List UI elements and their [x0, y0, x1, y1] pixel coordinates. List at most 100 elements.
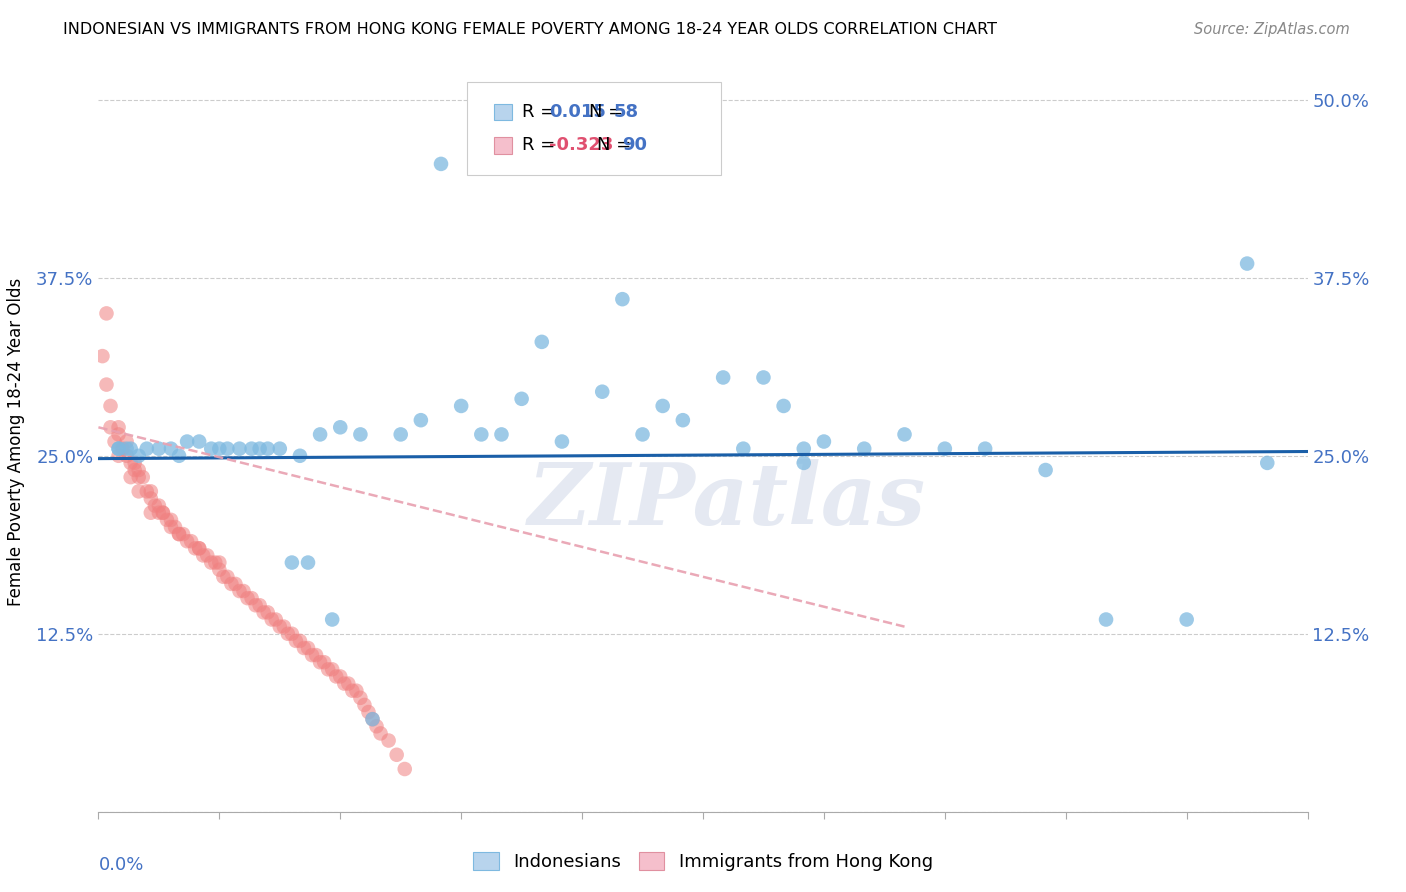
- Point: [240, 442, 263, 456]
- Point: [793, 442, 815, 456]
- Point: [1256, 456, 1278, 470]
- Point: [139, 506, 162, 520]
- Text: 58: 58: [614, 103, 640, 121]
- Point: [107, 427, 129, 442]
- FancyBboxPatch shape: [467, 82, 721, 175]
- Point: [217, 442, 239, 456]
- Point: [120, 442, 142, 456]
- Point: [236, 591, 259, 606]
- Point: [132, 470, 155, 484]
- Point: [115, 449, 138, 463]
- Text: R =: R =: [522, 136, 561, 154]
- Point: [361, 712, 384, 726]
- Point: [264, 613, 287, 627]
- Point: [148, 442, 170, 456]
- Point: [160, 513, 183, 527]
- Point: [204, 556, 226, 570]
- Point: [309, 655, 332, 669]
- Point: [176, 534, 198, 549]
- Point: [152, 506, 174, 520]
- Text: ZIPatlas: ZIPatlas: [529, 459, 927, 542]
- Point: [316, 662, 339, 676]
- Point: [349, 427, 371, 442]
- Point: [148, 499, 170, 513]
- Point: [672, 413, 695, 427]
- Point: [1095, 613, 1118, 627]
- Point: [180, 534, 202, 549]
- Point: [612, 292, 634, 306]
- Point: [217, 570, 239, 584]
- Point: [284, 633, 307, 648]
- Point: [377, 733, 399, 747]
- Point: [160, 520, 183, 534]
- Point: [893, 427, 915, 442]
- Point: [288, 449, 311, 463]
- Point: [107, 449, 129, 463]
- Point: [292, 640, 315, 655]
- Point: [269, 442, 291, 456]
- Point: [329, 420, 352, 434]
- Point: [128, 449, 150, 463]
- Point: [176, 434, 198, 449]
- Point: [156, 513, 179, 527]
- Point: [1035, 463, 1057, 477]
- Point: [96, 377, 118, 392]
- Point: [366, 719, 388, 733]
- Point: [361, 712, 384, 726]
- Point: [530, 334, 553, 349]
- Point: [281, 626, 304, 640]
- Point: [357, 705, 380, 719]
- Point: [167, 527, 190, 541]
- Point: [733, 442, 755, 456]
- Point: [260, 613, 283, 627]
- Point: [245, 599, 267, 613]
- Point: [188, 541, 211, 556]
- Point: [195, 549, 218, 563]
- Point: [103, 434, 125, 449]
- Text: R =: R =: [522, 103, 561, 121]
- Point: [329, 669, 352, 683]
- Point: [249, 599, 271, 613]
- Point: [711, 370, 734, 384]
- Point: [297, 556, 319, 570]
- Point: [124, 463, 146, 477]
- Point: [167, 449, 190, 463]
- Text: 0.0%: 0.0%: [98, 856, 143, 874]
- Point: [143, 499, 166, 513]
- Point: [208, 442, 231, 456]
- Point: [208, 563, 231, 577]
- Point: [128, 484, 150, 499]
- Point: [111, 442, 134, 456]
- Point: [96, 306, 118, 320]
- Point: [934, 442, 956, 456]
- Point: [232, 584, 254, 599]
- Point: [148, 506, 170, 520]
- Point: [107, 442, 129, 456]
- Point: [314, 655, 336, 669]
- Point: [277, 626, 299, 640]
- Text: N =: N =: [598, 136, 637, 154]
- Point: [325, 669, 347, 683]
- Point: [120, 456, 142, 470]
- Point: [184, 541, 207, 556]
- Point: [100, 420, 122, 434]
- Point: [309, 427, 332, 442]
- Point: [281, 556, 304, 570]
- Point: [100, 399, 122, 413]
- Point: [752, 370, 775, 384]
- Point: [208, 556, 231, 570]
- Point: [256, 442, 278, 456]
- Point: [409, 413, 432, 427]
- Point: [139, 484, 162, 499]
- Point: [269, 619, 291, 633]
- Point: [853, 442, 876, 456]
- Point: [212, 570, 235, 584]
- Point: [337, 676, 360, 690]
- Point: [1175, 613, 1198, 627]
- Point: [344, 683, 367, 698]
- Point: [128, 470, 150, 484]
- FancyBboxPatch shape: [494, 104, 512, 120]
- Point: [793, 456, 815, 470]
- Point: [91, 349, 114, 363]
- Point: [301, 648, 323, 662]
